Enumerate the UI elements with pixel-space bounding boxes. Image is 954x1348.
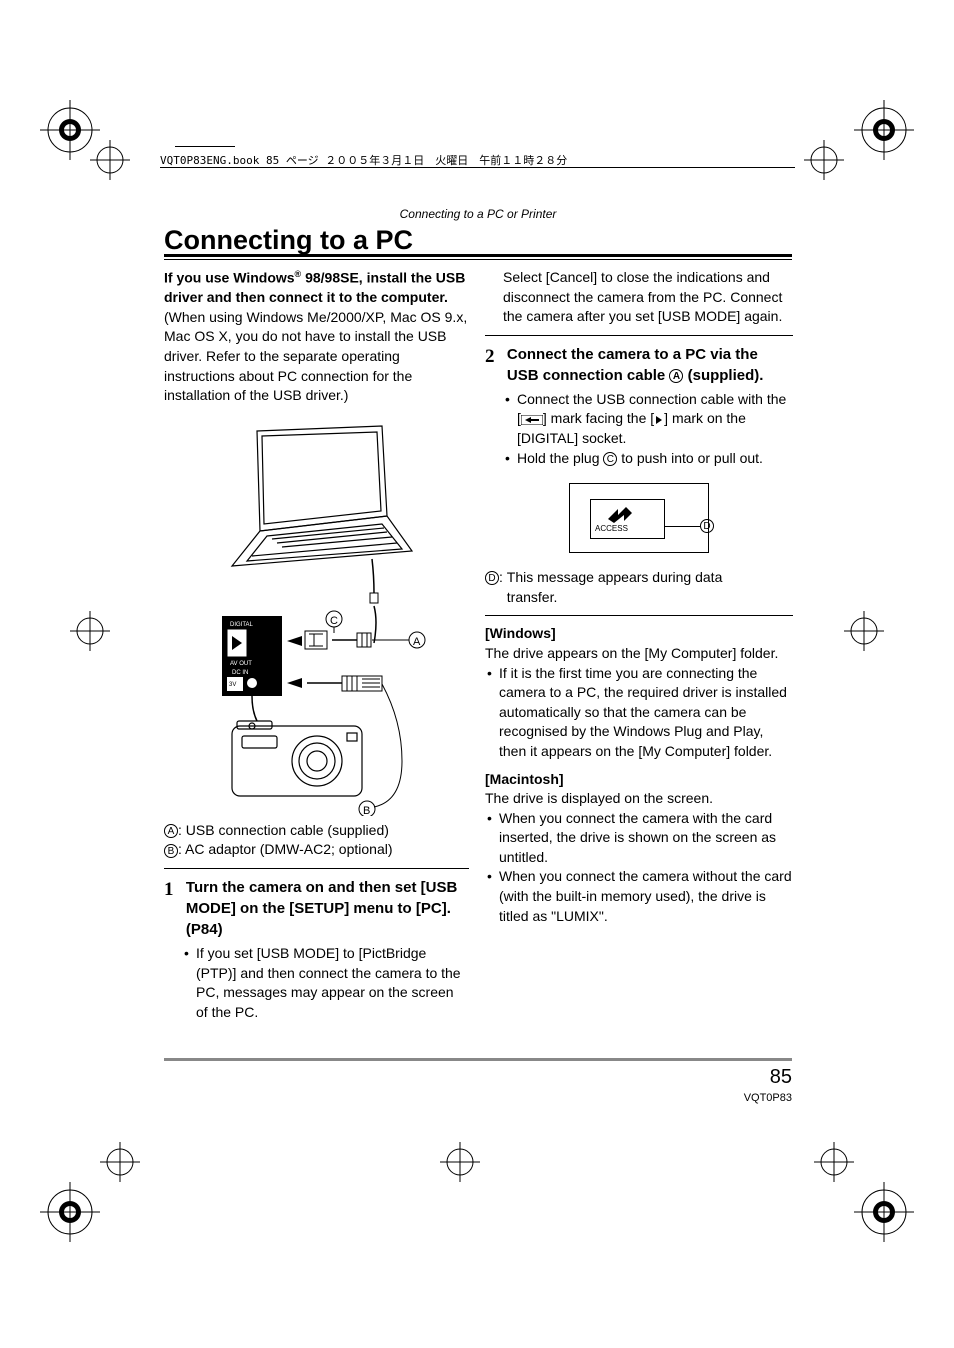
header-rule (160, 167, 795, 168)
svg-text:B: B (363, 805, 370, 816)
access-label: ACCESS (595, 523, 628, 534)
crosshair-tr (804, 140, 844, 186)
svg-text:A: A (413, 636, 421, 648)
access-diagram: ACCESS D (569, 483, 709, 553)
step-2: 2 Connect the camera to a PC via the USB… (485, 344, 793, 468)
svg-text:C: C (330, 615, 338, 627)
mac-bullet-2: When you connect the camera without the … (497, 867, 793, 926)
crosshair-tl (90, 140, 130, 186)
crosshair-bc (440, 1142, 480, 1188)
step-1-num: 1 (164, 877, 182, 904)
arrow-right-icon (654, 415, 664, 425)
d-text: This message appears during data transfe… (507, 568, 767, 607)
circle-a-icon: A (164, 824, 178, 838)
step-2-bullet-1: Connect the USB connection cable with th… (515, 390, 793, 449)
access-leader-line (665, 526, 700, 527)
section-header: Connecting to a PC or Printer (164, 206, 792, 223)
s2b2-pre: Hold the plug (517, 450, 603, 466)
intro-bold-pre: If you use Windows (164, 270, 295, 286)
step-2-title-post: (supplied). (683, 367, 763, 384)
divider (485, 615, 793, 616)
svg-text:3V: 3V (229, 682, 236, 688)
divider (164, 868, 469, 869)
intro-para: (When using Windows Me/2000/XP, Mac OS 9… (164, 308, 469, 406)
title-underline (164, 254, 792, 259)
mac-bullet-1: When you connect the camera with the car… (497, 809, 793, 868)
doc-code: VQT0P83 (164, 1091, 792, 1106)
crosshair-br (814, 1142, 854, 1188)
mac-para: The drive is displayed on the screen. (485, 789, 793, 809)
windows-para: The drive appears on the [My Computer] f… (485, 644, 793, 664)
step-1-title: Turn the camera on and then set [USB MOD… (186, 877, 466, 940)
connection-diagram: DIGITAL AV OUT DC IN 3V (202, 421, 432, 816)
d-caption: D: This message appears during data tran… (485, 568, 793, 607)
step-1-bullet: If you set [USB MODE] to [PictBridge (PT… (194, 944, 469, 1022)
step-2-num: 2 (485, 344, 503, 371)
step-1: 1 Turn the camera on and then set [USB M… (164, 877, 469, 1022)
right-column: Select [Cancel] to close the indications… (485, 268, 793, 926)
registration-mark-tr (854, 100, 914, 166)
crosshair-ml (70, 611, 110, 657)
circle-a-inline-icon: A (669, 369, 683, 383)
circle-d-inline-icon: D (485, 571, 499, 585)
step-2-title: Connect the camera to a PC via the USB c… (507, 344, 787, 386)
arrow-left-icon (521, 415, 543, 425)
header-top-rule (175, 146, 235, 147)
page-footer: 85 VQT0P83 (164, 1058, 792, 1106)
circle-c-inline-icon: C (603, 452, 617, 466)
legend-a: A: USB connection cable (supplied) (164, 821, 469, 841)
crosshair-bl (100, 1142, 140, 1188)
svg-text:AV OUT: AV OUT (230, 661, 252, 667)
registration-mark-bl (40, 1182, 100, 1248)
circle-d-icon: D (700, 519, 714, 533)
windows-heading: [Windows] (485, 624, 793, 644)
legend-b: B: AC adaptor (DMW-AC2; optional) (164, 840, 469, 860)
cont-para: Select [Cancel] to close the indications… (503, 268, 793, 327)
divider (485, 335, 793, 336)
left-column: If you use Windows® 98/98SE, install the… (164, 268, 469, 1022)
windows-bullet: If it is the first time you are connecti… (497, 664, 793, 762)
legend-b-text: AC adaptor (DMW-AC2; optional) (185, 841, 392, 857)
footer-rule (164, 1058, 792, 1061)
mac-heading: [Macintosh] (485, 770, 793, 790)
page-number: 85 (164, 1063, 792, 1091)
crosshair-mr (844, 611, 884, 657)
registration-mark-br (854, 1182, 914, 1248)
circle-b-icon: B (164, 844, 178, 858)
step-2-bullet-2: Hold the plug C to push into or pull out… (515, 449, 793, 469)
intro-bold: If you use Windows® 98/98SE, install the… (164, 268, 469, 308)
svg-text:DIGITAL: DIGITAL (230, 622, 254, 628)
s2b2-post: to push into or pull out. (617, 450, 763, 466)
legend-a-text: USB connection cable (supplied) (186, 822, 389, 838)
svg-text:DC IN: DC IN (232, 670, 248, 676)
s2b1-mid: ] mark facing the [ (543, 410, 654, 426)
